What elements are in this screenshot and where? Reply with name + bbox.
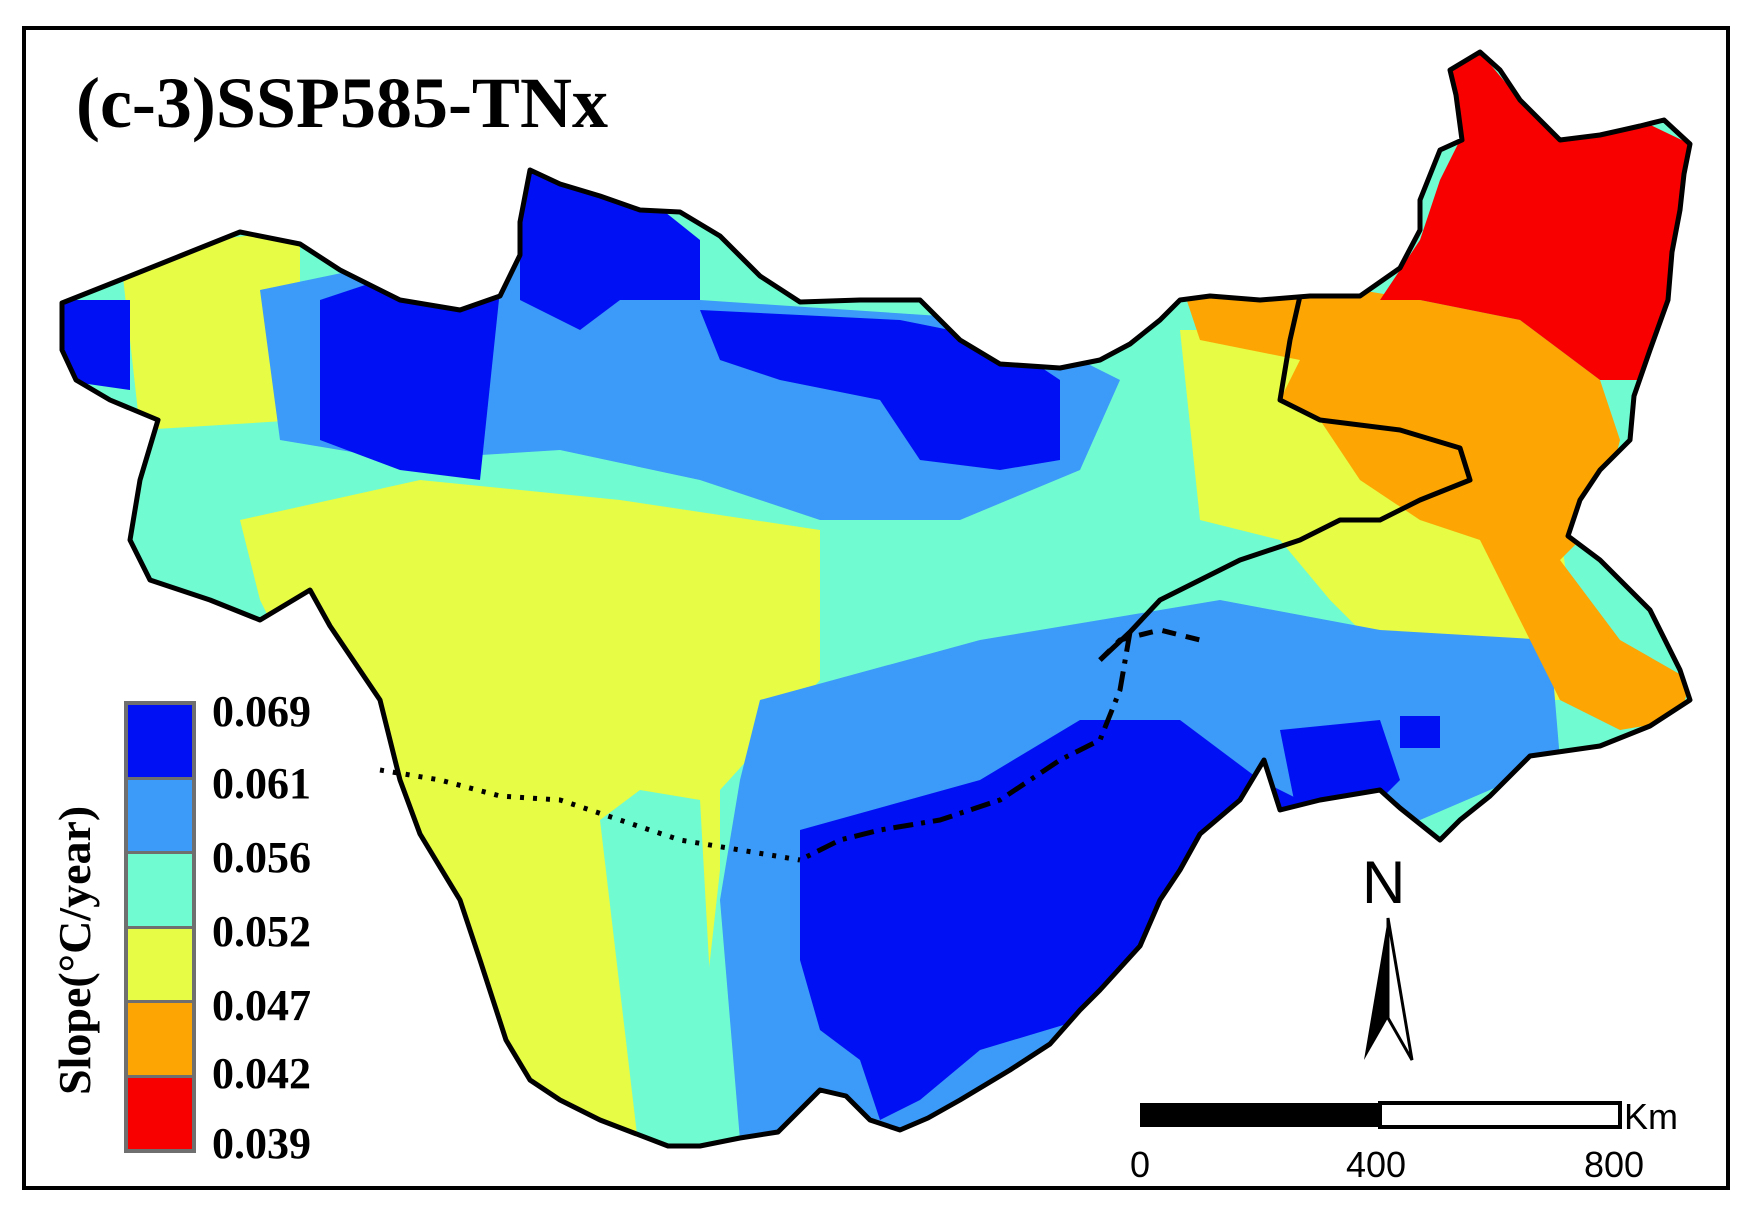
map-title: (c-3)SSP585-TNx bbox=[76, 63, 608, 143]
legend-swatch-0042 bbox=[128, 1077, 192, 1149]
legend-label-0039: 0.039 bbox=[212, 1119, 311, 1168]
legend-title: Slope(°C/year) bbox=[49, 805, 100, 1095]
north-arrow bbox=[1364, 917, 1414, 1061]
legend-label-0061: 0.061 bbox=[212, 759, 311, 808]
north-arrow-left-half bbox=[1364, 918, 1388, 1060]
legend-swatch-0056 bbox=[128, 854, 192, 929]
legend-swatch-0061 bbox=[128, 779, 192, 854]
legend-label-0056: 0.056 bbox=[212, 833, 311, 882]
scale-bar-white-segment bbox=[1378, 1101, 1622, 1129]
legend-swatch-0047 bbox=[128, 1003, 192, 1078]
scale-bar-black-segment bbox=[1140, 1103, 1380, 1127]
north-arrow-label: N bbox=[1362, 849, 1406, 916]
scale-bar-unit: Km bbox=[1624, 1096, 1678, 1137]
scale-bar-tick-400: 400 bbox=[1346, 1144, 1407, 1185]
legend-swatch-0052 bbox=[128, 928, 192, 1003]
region-boundary bbox=[59, 49, 1693, 1149]
legend-label-0052: 0.052 bbox=[212, 907, 311, 956]
scale-bar-tick-0: 0 bbox=[1130, 1144, 1151, 1185]
legend-label-0042: 0.042 bbox=[212, 1049, 311, 1098]
north-arrow-right-half bbox=[1386, 917, 1414, 1061]
scale-bar bbox=[1140, 1101, 1622, 1129]
legend-label-0069: 0.069 bbox=[212, 687, 311, 736]
legend-color-ramp bbox=[124, 701, 196, 1153]
scale-bar-tick-800: 800 bbox=[1584, 1144, 1645, 1185]
legend-swatch-0069 bbox=[128, 705, 192, 780]
legend-label-0047: 0.047 bbox=[212, 981, 311, 1030]
